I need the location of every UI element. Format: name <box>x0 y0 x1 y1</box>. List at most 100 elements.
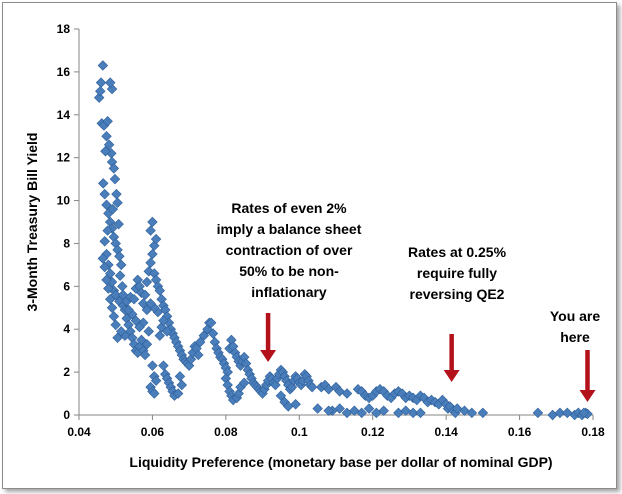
data-point <box>207 328 219 339</box>
data-point <box>138 298 149 309</box>
data-point <box>95 85 106 97</box>
x-axis-title: Liquidity Preference (monetary base per … <box>129 454 552 470</box>
data-point <box>107 203 119 215</box>
data-point <box>104 268 116 279</box>
data-point <box>112 197 123 208</box>
data-point <box>102 225 113 236</box>
data-point <box>134 321 145 333</box>
y-tick-label: 14 <box>57 108 71 122</box>
data-point <box>198 330 210 341</box>
data-point <box>174 371 186 382</box>
data-point <box>103 283 114 294</box>
annotation-text-line: inflationary <box>251 284 327 300</box>
data-point <box>139 289 151 301</box>
data-point <box>101 199 112 211</box>
data-point <box>97 60 109 71</box>
x-tick-label: 0.18 <box>581 425 605 439</box>
data-point <box>205 317 217 329</box>
data-point <box>334 386 345 397</box>
annotation-text-line: Rates at 0.25% <box>408 244 507 260</box>
x-tick-label: 0.08 <box>214 425 238 439</box>
data-point <box>109 173 121 185</box>
data-point <box>106 302 118 314</box>
data-point <box>176 379 188 391</box>
data-point <box>161 326 173 337</box>
x-tick-label: 0.16 <box>508 425 532 439</box>
data-point <box>143 326 154 337</box>
data-point <box>110 289 121 301</box>
y-tick-label: 18 <box>57 22 71 36</box>
data-point <box>270 379 281 391</box>
arrow-head <box>260 350 277 362</box>
data-point <box>145 298 156 309</box>
y-tick-label: 12 <box>57 151 71 165</box>
data-point <box>101 130 112 142</box>
data-point <box>115 326 127 337</box>
data-point <box>117 289 129 301</box>
data-point <box>115 259 127 271</box>
data-point <box>147 360 158 371</box>
data-point <box>130 315 142 326</box>
y-tick-label: 8 <box>63 236 70 250</box>
y-tick-label: 4 <box>63 322 70 336</box>
arrow-head <box>579 390 596 402</box>
y-axis-title: 3-Month Treasury Bill Yield <box>24 133 40 312</box>
annotation-text-line: contraction of over <box>226 242 353 258</box>
data-point <box>99 261 110 273</box>
data-point <box>194 336 206 348</box>
data-point <box>407 407 419 419</box>
x-tick-label: 0.12 <box>361 425 385 439</box>
data-point <box>477 407 489 419</box>
data-point <box>141 276 153 288</box>
data-point <box>149 388 160 399</box>
arrow-head <box>443 370 460 382</box>
data-point <box>102 115 113 127</box>
tick-layer: 0.04 0.06 0.08 0.1 0.12 0.14 0.16 0.18 0 2 4 6 8 10 12… <box>57 22 605 439</box>
data-point <box>111 188 122 200</box>
data-point <box>99 188 110 200</box>
x-tick-label: 0.14 <box>434 425 458 439</box>
data-point <box>172 388 184 399</box>
data-point <box>113 218 124 230</box>
data-point <box>341 407 353 419</box>
data-point <box>233 388 244 399</box>
data-point <box>103 139 115 151</box>
y-tick-label: 10 <box>57 194 71 208</box>
data-point <box>466 407 478 419</box>
annotation-text-line: Rates of even 2% <box>231 200 347 216</box>
data-point <box>108 311 120 322</box>
data-point <box>117 281 128 292</box>
data-point <box>415 407 426 419</box>
data-point <box>275 390 287 401</box>
annotation-text-line: reversing QE2 <box>410 286 505 302</box>
y-tick-label: 2 <box>63 365 70 379</box>
x-tick-label: 0.1 <box>291 425 308 439</box>
data-point <box>145 225 156 236</box>
data-point <box>93 92 105 103</box>
x-tick-label: 0.04 <box>67 425 91 439</box>
data-point <box>147 216 158 228</box>
scatter-chart: 0.04 0.06 0.08 0.1 0.12 0.14 0.16 0.18 0 2 4 6 8 10 12… <box>24 22 605 470</box>
data-point <box>104 77 116 88</box>
data-point <box>99 236 110 247</box>
annotation-layer: Rates of even 2% imply a balance sheet con… <box>217 200 601 402</box>
data-point <box>323 405 334 416</box>
data-point <box>150 375 162 386</box>
data-point <box>363 403 375 414</box>
annotation-text-line: You are <box>550 308 601 324</box>
y-tick-label: 6 <box>63 279 70 293</box>
y-tick-label: 0 <box>63 408 70 422</box>
data-point <box>141 339 153 350</box>
data-point <box>114 270 126 281</box>
annotation-text-line: 50% to be non- <box>239 263 339 279</box>
data-point <box>147 248 158 260</box>
data-points <box>93 60 593 421</box>
data-point <box>141 304 153 316</box>
data-point <box>451 403 463 414</box>
axes <box>78 29 593 416</box>
y-tick-label: 16 <box>57 65 71 79</box>
data-point <box>101 274 112 286</box>
data-point <box>290 399 301 410</box>
data-point <box>554 407 566 419</box>
annotation-text-line: imply a balance sheet <box>217 221 362 237</box>
